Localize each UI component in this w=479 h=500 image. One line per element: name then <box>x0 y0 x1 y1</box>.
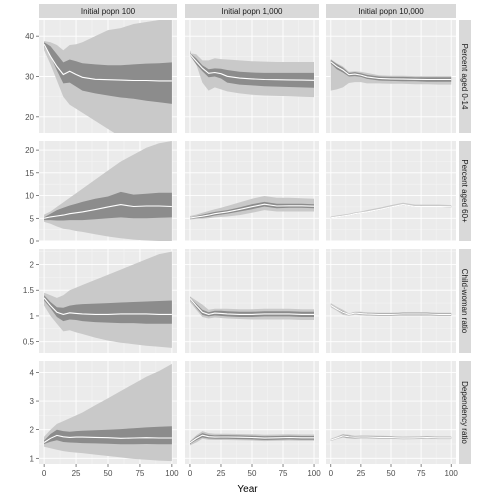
band-outer <box>330 59 452 91</box>
x-tick-label: 50 <box>104 469 113 478</box>
band-inner <box>190 53 314 88</box>
x-tick-label: 75 <box>279 469 288 478</box>
y-tick-label: 4 <box>30 368 35 377</box>
column-strip-0 <box>39 4 177 18</box>
median-line <box>189 203 315 219</box>
panel-3-0 <box>39 361 177 464</box>
x-tick-label: 25 <box>356 469 365 478</box>
panel-1-1 <box>185 141 319 242</box>
column-strip-label-0: Initial popn 100 <box>81 7 136 16</box>
y-tick-label: 30 <box>25 73 34 82</box>
column-strip-label-1: Initial popn 1,000 <box>222 7 283 16</box>
band-inner <box>190 297 314 317</box>
y-tick-label: 2 <box>30 260 35 269</box>
y-tick-label: 1 <box>30 454 35 463</box>
panel-0-2 <box>326 20 456 133</box>
row-strip-label-3: Dependency ratio <box>460 381 469 444</box>
median-line <box>189 53 315 81</box>
y-tick-label: 0.5 <box>23 338 35 347</box>
y-tick-label: 15 <box>25 169 34 178</box>
median-line <box>189 298 314 315</box>
median-line <box>43 434 172 443</box>
band-inner <box>44 426 172 445</box>
x-tick-label: 75 <box>417 469 426 478</box>
y-tick-label: 40 <box>25 32 34 41</box>
median-line <box>43 297 172 315</box>
y-tick-label: 1.5 <box>23 286 35 295</box>
y-tick-label: 10 <box>25 192 34 201</box>
panel-2-1 <box>185 249 319 353</box>
band-inner <box>190 433 314 444</box>
median-line <box>43 43 172 82</box>
band-inner <box>44 295 172 324</box>
y-tick-label: 3 <box>30 397 35 406</box>
x-axis-title: Year <box>237 484 258 495</box>
row-strip-2 <box>459 249 471 353</box>
panel-2-0 <box>39 249 177 353</box>
row-strip-0 <box>459 20 471 133</box>
row-strip-label-2: Child-woman ratio <box>460 269 469 334</box>
median-line <box>189 434 314 444</box>
x-tick-label: 25 <box>217 469 226 478</box>
x-tick-label: 100 <box>445 469 459 478</box>
y-tick-label: 20 <box>25 146 34 155</box>
y-tick-label: 1 <box>30 312 35 321</box>
median-line <box>330 435 452 441</box>
row-strip-1 <box>459 141 471 241</box>
y-tick-label: 5 <box>30 214 35 223</box>
panel-1-2 <box>326 141 456 242</box>
y-tick-label: 20 <box>25 113 34 122</box>
band-outer <box>330 202 452 218</box>
x-tick-label: 0 <box>329 469 334 478</box>
median-line <box>330 304 452 315</box>
median-line <box>43 204 172 219</box>
panel-3-1 <box>185 361 319 464</box>
panel-0-0 <box>39 20 177 133</box>
x-tick-label: 100 <box>307 469 321 478</box>
band-outer <box>330 303 452 316</box>
row-strip-label-1: Percent aged 60+ <box>460 159 469 223</box>
x-tick-label: 0 <box>42 469 47 478</box>
column-strip-label-2: Initial popn 10,000 <box>358 7 424 16</box>
band-inner <box>44 42 172 104</box>
median-line <box>330 61 452 81</box>
x-tick-label: 50 <box>248 469 257 478</box>
row-strip-label-0: Percent aged 0-14 <box>460 44 469 110</box>
y-tick-label: 2 <box>30 426 35 435</box>
panel-2-2 <box>326 249 456 353</box>
median-line <box>330 204 452 219</box>
column-strip-1 <box>185 4 319 18</box>
x-tick-label: 25 <box>72 469 81 478</box>
y-tick-label: 0 <box>30 237 35 246</box>
band-outer <box>44 251 172 348</box>
column-strip-2 <box>326 4 456 18</box>
panel-3-2 <box>326 361 456 464</box>
x-tick-label: 50 <box>387 469 396 478</box>
row-strip-3 <box>459 361 471 464</box>
panel-1-0 <box>39 141 177 242</box>
x-tick-label: 75 <box>135 469 144 478</box>
band-inner <box>330 60 452 82</box>
x-tick-label: 0 <box>188 469 193 478</box>
x-tick-label: 100 <box>165 469 179 478</box>
panel-0-1 <box>185 20 319 133</box>
